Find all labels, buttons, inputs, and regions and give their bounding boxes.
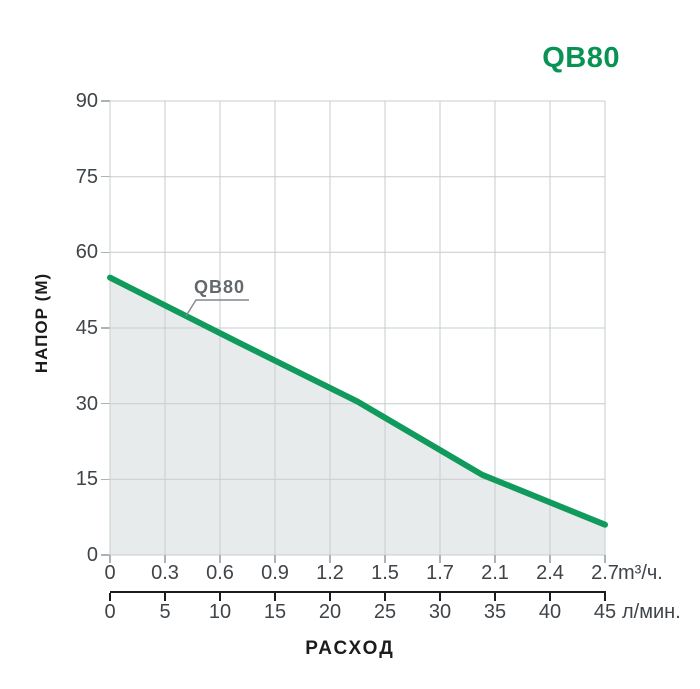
x-tick-label: 5: [159, 601, 171, 623]
curve-label-leader-line: [185, 299, 249, 317]
x-tick-label: 0.9: [261, 562, 289, 584]
x-axis-primary-tick-mark: [604, 555, 606, 563]
x-tick-label: 30: [428, 601, 452, 623]
y-tick-label: 90: [75, 90, 98, 112]
x-axis-secondary-tick-mark: [384, 593, 387, 601]
x-axis-secondary-unit: л/мин.: [622, 601, 681, 623]
x-axis-primary-tick-marks: [109, 555, 606, 563]
x-tick-label: 2.4: [536, 562, 564, 584]
x-axis-secondary-tick-mark: [274, 593, 277, 601]
y-axis-tick-mark: [101, 100, 110, 102]
area-under-curve: [110, 277, 605, 555]
pump-curve-line: [107, 274, 608, 528]
x-axis-primary-tick-mark: [109, 555, 111, 563]
x-tick-label: 20: [318, 601, 342, 623]
x-axis-primary-tick-mark: [549, 555, 551, 563]
x-axis-primary-labels: 0 0.3 0.6 0.9 1.2 1.5 1.7 2.1 2.4 2.7 m³…: [104, 561, 662, 585]
x-axis-primary-tick-mark: [329, 555, 331, 563]
x-tick-label: 15: [263, 601, 287, 623]
x-tick-label: 0.6: [206, 562, 234, 584]
x-tick-label: 10: [208, 601, 232, 623]
x-axis-secondary-tick-mark: [549, 593, 552, 601]
x-axis-primary-tick-mark: [384, 555, 386, 563]
x-axis-secondary-tick-mark: [439, 593, 442, 601]
x-axis-secondary-tick-mark: [164, 593, 167, 601]
x-tick-label: 0: [104, 601, 116, 623]
y-axis-tick-mark: [101, 478, 110, 481]
y-axis-tick-labels: 90 75 60 45 30 15 0: [30, 90, 98, 566]
x-tick-label: 40: [538, 601, 562, 623]
x-axis-secondary-line: [109, 591, 607, 603]
y-tick-label: 15: [75, 468, 98, 490]
x-axis-primary-unit: m³/ч.: [618, 562, 663, 584]
x-axis-secondary-labels: 0 5 10 15 20 25 30 35 40 45 л/мин.: [104, 600, 680, 624]
y-axis-tick-mark: [101, 175, 110, 178]
x-axis-primary-tick-mark: [219, 555, 221, 563]
curve-label: QB80: [194, 277, 246, 297]
x-axis-secondary-tick-mark: [604, 593, 607, 601]
x-axis-secondary-tick-mark: [329, 593, 332, 601]
x-axis-primary-tick-mark: [439, 555, 441, 563]
y-tick-label: 45: [75, 317, 98, 339]
y-axis-tick-mark: [101, 402, 110, 405]
x-tick-label: 45: [593, 601, 617, 623]
y-axis-tick-mark: [101, 251, 110, 254]
pump-curve-svg: [107, 100, 608, 556]
x-axis-primary-tick-mark: [494, 555, 496, 563]
plot-area: QB80: [107, 100, 608, 556]
x-tick-label: 35: [483, 601, 507, 623]
x-tick-label: 1.7: [426, 562, 454, 584]
y-axis-tick-mark: [101, 554, 110, 556]
x-tick-label: 2.1: [481, 562, 509, 584]
x-axis-secondary-tick-mark: [219, 593, 222, 601]
x-tick-label: 1.2: [316, 562, 344, 584]
x-axis-secondary-tick-marks: [109, 593, 607, 603]
x-tick-label: 0.3: [151, 562, 179, 584]
x-tick-label: 0: [104, 562, 116, 584]
x-tick-label: 1.5: [371, 562, 399, 584]
x-axis-secondary-tick-mark: [109, 593, 112, 601]
y-axis-tick-mark: [101, 327, 110, 329]
x-axis-primary-tick-mark: [274, 555, 276, 563]
x-axis-title: РАСХОД: [305, 638, 395, 659]
y-tick-label: 60: [75, 241, 98, 263]
y-tick-label: 0: [86, 544, 98, 566]
y-axis-tick-marks: [101, 100, 110, 556]
x-tick-label: 25: [373, 601, 397, 623]
x-tick-label: 2.7: [591, 562, 619, 584]
x-axis-primary-tick-mark: [164, 555, 166, 563]
x-axis-secondary-tick-mark: [494, 593, 497, 601]
y-tick-label: 75: [75, 166, 98, 188]
page-title: QB80: [542, 42, 620, 74]
y-tick-label: 30: [75, 393, 98, 415]
